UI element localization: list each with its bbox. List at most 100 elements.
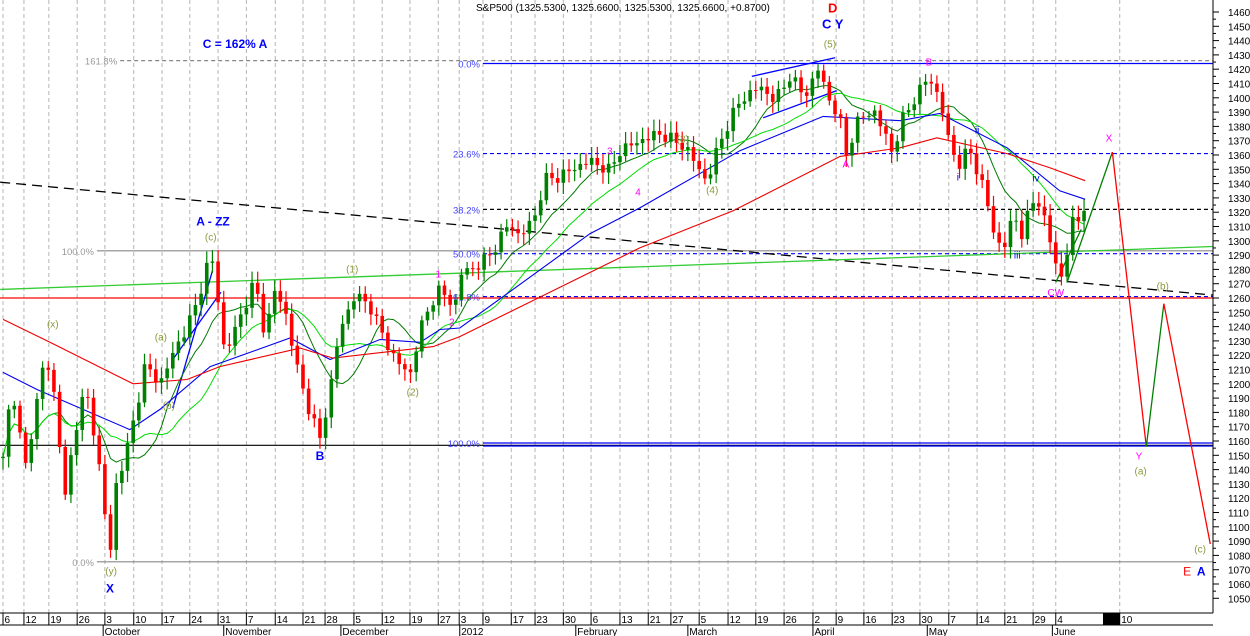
price-bar-down xyxy=(980,174,984,180)
price-bar-up xyxy=(867,115,871,117)
price-bar-down xyxy=(821,70,826,82)
price-bar-up xyxy=(171,352,175,369)
price-bar-down xyxy=(301,364,305,389)
price-bar-up xyxy=(1,456,5,459)
current-time-marker xyxy=(1103,613,1120,625)
y-tick-label: 1350 xyxy=(1228,165,1250,176)
fib-label: 161.8% xyxy=(85,57,118,68)
x-tick-label: 19 xyxy=(411,615,423,626)
price-bar-up xyxy=(193,305,198,316)
price-bar-up xyxy=(482,254,486,270)
price-bar-down xyxy=(827,81,832,101)
price-bar-down xyxy=(974,153,979,175)
price-bar-down xyxy=(929,81,934,84)
price-bar-up xyxy=(589,157,594,165)
price-bar-down xyxy=(1042,206,1047,216)
chart-title: S&P500 (1325.5300, 1325.6600, 1325.5300,… xyxy=(476,3,770,14)
wave-label: 2 xyxy=(449,318,455,329)
y-tick-label: 1440 xyxy=(1228,37,1250,48)
projection-down-c xyxy=(1163,303,1211,545)
x-tick-label: 9 xyxy=(838,615,844,626)
x-tick-label: 4 xyxy=(1057,615,1063,626)
x-tick-label: 27 xyxy=(672,615,684,626)
blue-channel-b xyxy=(172,291,222,360)
price-bar-down xyxy=(284,301,288,314)
price-bar-up xyxy=(612,162,617,164)
x-tick-label: 17 xyxy=(513,615,525,626)
price-bar-down xyxy=(957,154,962,169)
wave-label: A - ZZ xyxy=(196,214,230,228)
price-bar-down xyxy=(216,261,220,303)
x-tick-label: 30 xyxy=(921,615,933,626)
price-bar-up xyxy=(335,346,339,380)
y-tick-label: 1430 xyxy=(1228,51,1250,62)
price-bar-down xyxy=(697,160,701,170)
y-tick-label: 1240 xyxy=(1228,323,1250,334)
price-bar-up xyxy=(431,305,435,312)
price-bar-up xyxy=(204,262,209,294)
price-bar-down xyxy=(278,290,283,302)
y-tick-label: 1200 xyxy=(1228,380,1250,391)
price-bar-down xyxy=(18,405,22,433)
price-bar-down xyxy=(148,364,152,370)
fib-label: 100.0% xyxy=(62,247,95,258)
price-bar-down xyxy=(550,172,554,179)
price-bar-up xyxy=(561,169,566,183)
x-tick-label: 28 xyxy=(327,615,339,626)
price-bar-down xyxy=(487,254,492,256)
price-bar-down xyxy=(1048,215,1052,243)
x-tick-label: 6 xyxy=(5,615,11,626)
price-bar-down xyxy=(935,83,939,92)
price-bar-down xyxy=(369,301,373,315)
month-label: October xyxy=(105,627,141,636)
price-bar-down xyxy=(833,100,837,115)
y-tick-label: 1070 xyxy=(1228,566,1250,577)
y-tick-label: 1280 xyxy=(1228,265,1250,276)
wave-label: iii xyxy=(1014,251,1021,262)
wave-label: B xyxy=(926,58,933,69)
y-tick-label: 1390 xyxy=(1228,108,1250,119)
x-tick-label: 21 xyxy=(1006,615,1018,626)
price-bar-down xyxy=(510,227,515,230)
price-bar-up xyxy=(80,396,85,431)
price-bar-down xyxy=(691,147,696,161)
x-tick-label: 14 xyxy=(979,615,991,626)
price-bar-up xyxy=(544,172,549,201)
price-bar-up xyxy=(748,90,752,102)
wave-label: (b) xyxy=(163,401,175,412)
price-bar-down xyxy=(1059,263,1064,277)
y-tick-label: 1220 xyxy=(1228,351,1250,362)
price-bar-up xyxy=(1070,217,1075,256)
price-bar-up xyxy=(714,147,718,175)
price-bar-up xyxy=(29,439,34,463)
black-dashed-trendline xyxy=(0,181,1214,296)
month-label: November xyxy=(225,627,272,636)
price-bar-up xyxy=(250,282,254,308)
wave-label: (5) xyxy=(824,40,836,51)
price-bar-down xyxy=(86,396,90,398)
x-tick-label: 10 xyxy=(1121,615,1133,626)
wave-label: (1) xyxy=(346,264,358,275)
price-bar-down xyxy=(986,179,990,207)
price-bar-down xyxy=(391,350,396,354)
y-tick-label: 1210 xyxy=(1228,366,1250,377)
price-bar-up xyxy=(125,442,130,471)
month-label: February xyxy=(577,627,617,636)
wave-annotations: C = 162% A DC Y (5) A - ZZ (c) (x) (a) (b) (y) X B… xyxy=(47,1,1206,596)
price-bar-up xyxy=(759,86,764,91)
price-bar-up xyxy=(652,131,656,141)
price-bar-down xyxy=(380,315,385,333)
price-bar-up xyxy=(340,323,345,347)
price-bar-up xyxy=(346,309,351,324)
y-tick-label: 1150 xyxy=(1228,451,1250,462)
wave-label: Y xyxy=(1136,452,1143,463)
x-tick-label: 7 xyxy=(248,615,254,626)
price-bar-up xyxy=(459,274,464,300)
green-trendline xyxy=(0,245,1214,291)
y-tick-label: 1380 xyxy=(1228,122,1250,133)
x-tick-label: 3 xyxy=(106,615,112,626)
y-tick-label: 1320 xyxy=(1228,208,1250,219)
x-tick-label: 26 xyxy=(786,615,798,626)
x-tick-label: 21 xyxy=(650,615,662,626)
price-bar-down xyxy=(103,464,107,515)
